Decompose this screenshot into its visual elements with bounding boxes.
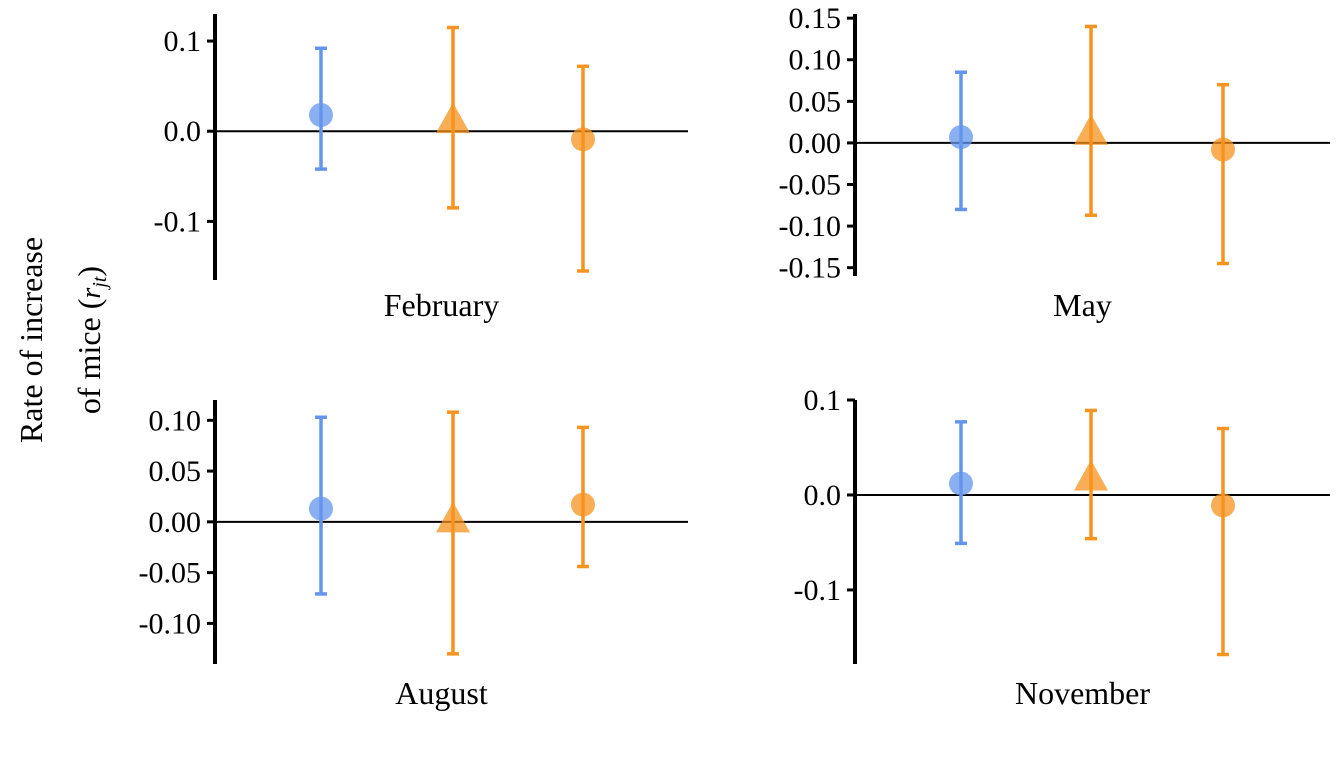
error-bar [1217, 82, 1229, 266]
y-tick-label: 0.1 [804, 384, 842, 417]
error-bar [577, 64, 589, 273]
point-marker-circle [1211, 137, 1235, 162]
point-marker-circle [309, 496, 333, 521]
panel-title: February [384, 287, 500, 323]
point-marker-circle [571, 492, 595, 517]
y-tick-label: 0.1 [164, 25, 202, 58]
y-tick-label: 0.10 [149, 404, 202, 437]
y-tick-label: -0.1 [794, 574, 842, 607]
point-marker-circle [1211, 493, 1235, 518]
y-axis-title-line2: of mice (rjt) [71, 266, 111, 414]
y-tick-label: 0.10 [789, 44, 842, 77]
panel-august: 0.10 0.05 0.00 -0.05 -0.10 August [139, 400, 688, 711]
y-tick-label: -0.10 [139, 607, 202, 640]
y-axis-title-subscript: jt [89, 276, 111, 291]
y-axis-title-line1: Rate of increase [13, 237, 49, 443]
point-marker-circle [571, 127, 595, 152]
y-tick-label: -0.05 [779, 169, 842, 202]
y-tick-label: -0.1 [154, 205, 202, 238]
error-bar [447, 410, 459, 656]
y-tick-label: -0.05 [139, 557, 202, 590]
point-marker-triangle [436, 102, 470, 134]
panel-may: 0.15 0.10 0.05 0.00 -0.05 -0.10 -0.15 May [779, 2, 1330, 323]
point-marker-triangle [436, 501, 470, 533]
point-marker-circle [949, 471, 973, 496]
y-axis-title-suffix: ) [71, 266, 107, 277]
y-tick-label: 0.00 [789, 127, 842, 160]
y-axis-title-var: r [76, 288, 107, 299]
y-tick-label: -0.10 [779, 210, 842, 243]
y-tick-label: 0.05 [149, 455, 202, 488]
y-tick-label: 0.15 [789, 2, 842, 35]
y-tick-label: 0.0 [164, 115, 202, 148]
panel-title: May [1053, 287, 1112, 323]
error-bar [1217, 426, 1229, 657]
panels-group: 0.1 0.0 -0.1 February 0.15 0.10 0.05 0.00 -0.05 -… [139, 2, 1330, 711]
panel-february: 0.1 0.0 -0.1 February [154, 14, 688, 323]
y-axis-title: Rate of increase of mice (rjt) [13, 237, 111, 443]
y-tick-label: -0.15 [779, 252, 842, 285]
panel-title: November [1015, 675, 1150, 711]
y-tick-label: 0.05 [789, 85, 842, 118]
point-marker-triangle [1074, 114, 1108, 145]
panel-title: August [395, 675, 488, 711]
y-tick-label: 0.00 [149, 506, 202, 539]
point-marker-circle [949, 125, 973, 150]
y-tick-label: 0.0 [804, 479, 842, 512]
y-axis-title-prefix: of mice ( [71, 299, 107, 415]
panel-november: 0.1 0.0 -0.1 November [794, 384, 1330, 711]
point-marker-circle [309, 102, 333, 127]
point-marker-triangle [1074, 459, 1108, 491]
